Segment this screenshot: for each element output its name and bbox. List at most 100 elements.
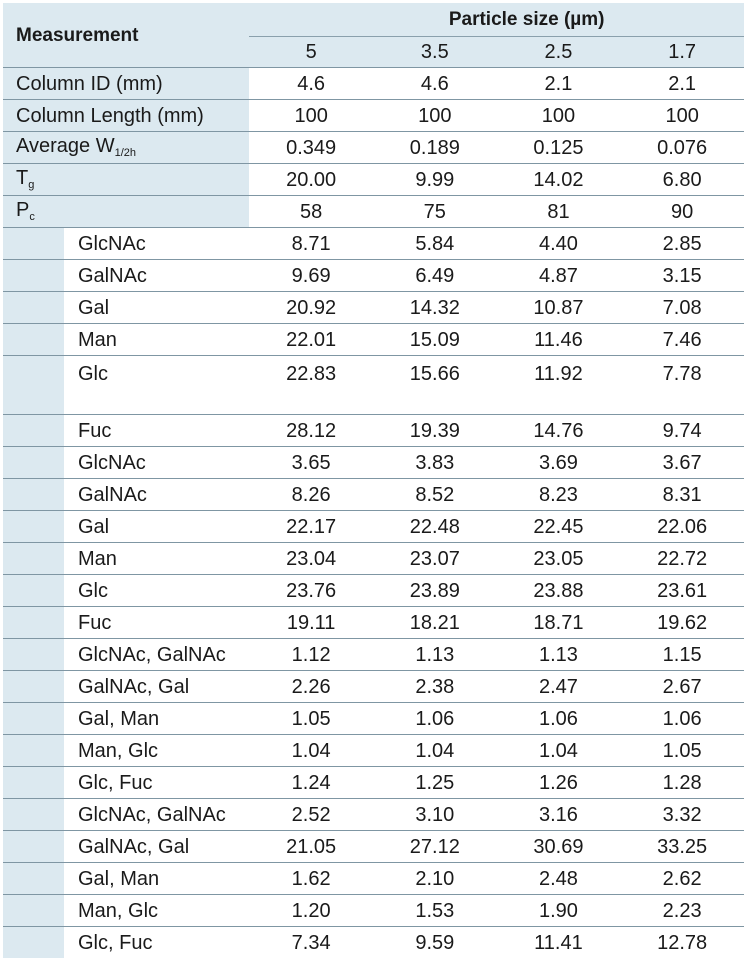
indent-cell: GalNAc [3, 479, 250, 510]
row-label: Man, Glc [64, 735, 250, 766]
value-cell: 2.1 [620, 67, 744, 100]
value-cell: 1.20 [249, 894, 373, 927]
value-cell: 8.71 [249, 227, 373, 260]
row-label: Glc [64, 575, 250, 606]
value-cell: 19.39 [372, 414, 497, 447]
value-cell: 58 [249, 195, 373, 228]
row-label: Gal [64, 511, 250, 542]
value-cell: 12.78 [620, 926, 744, 958]
row-label-main: T [16, 167, 29, 189]
table-row: Gal, Man 1.05 1.06 1.06 1.06 [3, 702, 744, 735]
value-cell: 1.05 [249, 702, 373, 735]
value-cell: 30.69 [496, 830, 621, 863]
row-label: GalNAc [64, 479, 250, 510]
table-row: GlcNAc, GalNAc 2.52 3.10 3.16 3.32 [3, 798, 744, 831]
row-label-indented: Glc [3, 355, 250, 415]
table-row: GlcNAc, GalNAc 1.12 1.13 1.13 1.15 [3, 638, 744, 671]
value-cell: 75 [372, 195, 497, 228]
value-cell: 4.40 [496, 227, 621, 260]
indent-cell: GalNAc [3, 260, 250, 291]
indent-cell: Gal, Man [3, 863, 250, 894]
value-cell: 3.16 [496, 798, 621, 831]
indent-cell: Glc [3, 356, 250, 414]
value-cell: 100 [372, 99, 497, 132]
value-cell: 9.59 [372, 926, 497, 958]
row-label-subscript: c [29, 211, 35, 223]
row-label: GalNAc [64, 260, 250, 291]
value-cell: 14.02 [496, 163, 621, 196]
indent-cell: Gal, Man [3, 703, 250, 734]
value-cell: 1.53 [372, 894, 497, 927]
value-cell: 2.67 [620, 670, 744, 703]
value-cell: 15.66 [372, 355, 497, 415]
table-row: GalNAc, Gal 21.05 27.12 30.69 33.25 [3, 830, 744, 863]
row-label: Man [64, 324, 250, 355]
value-cell: 9.74 [620, 414, 744, 447]
row-label: GalNAc, Gal [64, 671, 250, 702]
particle-size-2-5: 2.5 [496, 36, 621, 68]
value-cell: 1.62 [249, 862, 373, 895]
value-cell: 19.11 [249, 606, 373, 639]
table-row: Gal 20.92 14.32 10.87 7.08 [3, 291, 744, 324]
table-row: Fuc 28.12 19.39 14.76 9.74 [3, 414, 744, 447]
value-cell: 2.26 [249, 670, 373, 703]
value-cell: 22.01 [249, 323, 373, 356]
indent-cell: Gal [3, 511, 250, 542]
row-label-subscript: 1/2h [114, 147, 136, 159]
value-cell: 6.80 [620, 163, 744, 196]
row-label: Tg [3, 163, 250, 196]
value-cell: 1.12 [249, 638, 373, 671]
value-cell: 1.13 [496, 638, 621, 671]
value-cell: 14.76 [496, 414, 621, 447]
indent-band [3, 356, 64, 414]
row-label-indented: Man, Glc [3, 734, 250, 767]
value-cell: 10.87 [496, 291, 621, 324]
table-row: Man 22.01 15.09 11.46 7.46 [3, 323, 744, 356]
indent-band [3, 863, 64, 894]
indent-cell: Gal [3, 292, 250, 323]
value-cell: 3.67 [620, 446, 744, 479]
value-cell: 2.1 [496, 67, 621, 100]
particle-size-header: Particle size (µm) [249, 3, 744, 37]
value-cell: 15.09 [372, 323, 497, 356]
value-cell: 1.04 [249, 734, 373, 767]
indent-band [3, 324, 64, 355]
particle-size-3-5: 3.5 [372, 36, 497, 68]
table-row: Column Length (mm) 100 100 100 100 [3, 99, 744, 132]
row-label-indented: GlcNAc [3, 227, 250, 260]
row-label: Fuc [64, 607, 250, 638]
row-label: Pc [3, 195, 250, 228]
row-label: GlcNAc, GalNAc [64, 639, 250, 670]
value-cell: 23.05 [496, 542, 621, 575]
indent-band [3, 735, 64, 766]
row-label: Man, Glc [64, 895, 250, 926]
table-row: Glc 22.83 15.66 11.92 7.78 [3, 355, 744, 415]
value-cell: 8.26 [249, 478, 373, 511]
indent-band [3, 415, 64, 446]
particle-size-1-7: 1.7 [620, 36, 744, 68]
indent-cell: Fuc [3, 415, 250, 446]
table-row: Gal, Man 1.62 2.10 2.48 2.62 [3, 862, 744, 895]
row-label-indented: Glc, Fuc [3, 926, 250, 958]
table-row: Man, Glc 1.20 1.53 1.90 2.23 [3, 894, 744, 927]
indent-band [3, 767, 64, 798]
row-label: GlcNAc [64, 447, 250, 478]
value-cell: 23.76 [249, 574, 373, 607]
value-cell: 2.10 [372, 862, 497, 895]
indent-band [3, 607, 64, 638]
table-row: GalNAc 8.26 8.52 8.23 8.31 [3, 478, 744, 511]
value-cell: 20.00 [249, 163, 373, 196]
table-row: GlcNAc 8.71 5.84 4.40 2.85 [3, 227, 744, 260]
indent-cell: GlcNAc, GalNAc [3, 799, 250, 830]
value-cell: 22.48 [372, 510, 497, 543]
indent-cell: GlcNAc [3, 228, 250, 259]
table-row: Man, Glc 1.04 1.04 1.04 1.05 [3, 734, 744, 767]
value-cell: 7.08 [620, 291, 744, 324]
value-cell: 3.32 [620, 798, 744, 831]
value-cell: 90 [620, 195, 744, 228]
value-cell: 5.84 [372, 227, 497, 260]
value-cell: 3.10 [372, 798, 497, 831]
particle-size-row: 5 3.5 2.5 1.7 [3, 36, 744, 68]
value-cell: 7.34 [249, 926, 373, 958]
value-cell: 22.45 [496, 510, 621, 543]
